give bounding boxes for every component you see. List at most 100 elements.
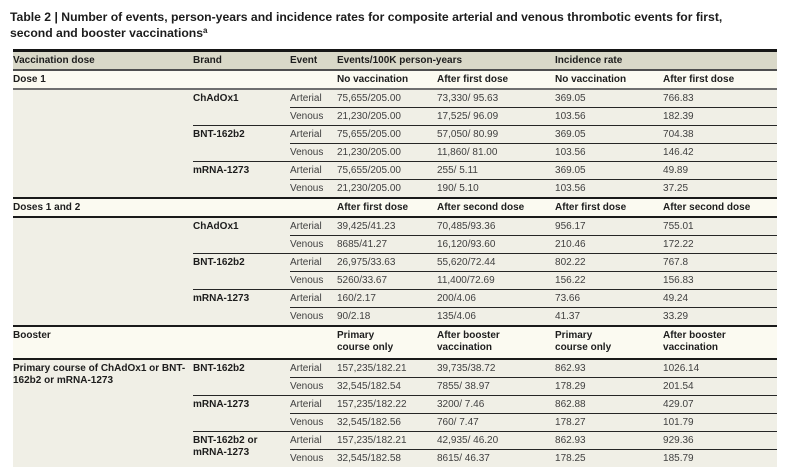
table-row: mRNA-1273 Arterial 157,235/182.22 3200/ … (13, 395, 778, 432)
value-cell: 146.42 (663, 143, 778, 162)
event-cell: Venous (290, 271, 337, 290)
table-row: Venous 32,545/182.58 8615/ 46.37 178.25 … (13, 449, 778, 467)
value-cell: 929.36 (663, 431, 778, 450)
value-cell: 157,235/182.21 (337, 431, 437, 450)
subcolumn-header: After second dose (663, 197, 778, 219)
value-cell: 157,235/182.21 (337, 359, 437, 378)
value-cell: 156.22 (555, 271, 664, 290)
value-cell: 75,655/205.00 (337, 125, 437, 144)
value-cell: 39,425/41.23 (337, 217, 437, 236)
event-cell: Venous (290, 377, 337, 396)
event-cell: Arterial (290, 161, 337, 180)
column-header-events-group: Events/100K person-years (337, 50, 556, 72)
value-cell: 70,485/93.36 (437, 217, 556, 236)
value-cell: 5260/33.67 (337, 271, 437, 290)
table-row: ChAdOx1 Arterial 75,655/205.00 73,330/ 9… (13, 89, 778, 199)
table-title: Table 2 | Number of events, person-years… (10, 9, 788, 41)
table-row: Venous 90/2.18 135/4.06 41.37 33.29 (13, 307, 778, 327)
brand-cell: BNT-162b2 or mRNA-1273 (193, 431, 290, 467)
section-spacer-cell (13, 89, 193, 199)
value-cell: 369.05 (555, 161, 664, 180)
column-header-incidence-group: Incidence rate (555, 50, 778, 72)
value-cell: 32,545/182.58 (337, 449, 437, 467)
value-cell: 704.38 (663, 125, 778, 144)
value-cell: 182.39 (663, 107, 778, 126)
brand-cell: BNT-162b2 (193, 253, 290, 290)
value-cell: 8685/41.27 (337, 235, 437, 254)
subcolumn-header: After second dose (437, 197, 556, 219)
table-row: Venous 21,230/205.00 17,525/ 96.09 103.5… (13, 107, 778, 126)
value-cell: 49.89 (663, 161, 778, 180)
event-cell: Arterial (290, 125, 337, 144)
brand-cell: mRNA-1273 (193, 161, 290, 199)
subcolumn-header: After booster vaccination (663, 325, 778, 361)
table-row: Venous 5260/33.67 11,400/72.69 156.22 15… (13, 271, 778, 290)
event-cell: Venous (290, 235, 337, 254)
value-cell: 178.25 (555, 449, 664, 467)
value-cell: 103.56 (555, 143, 664, 162)
event-cell: Venous (290, 143, 337, 162)
column-header-event: Event (290, 50, 337, 72)
row-group-label: Primary course of ChAdOx1 or BNT- 162b2 … (13, 359, 193, 467)
value-cell: 185.79 (663, 449, 778, 467)
event-cell: Arterial (290, 217, 337, 236)
value-cell: 160/2.17 (337, 289, 437, 308)
value-cell: 26,975/33.63 (337, 253, 437, 272)
brand-cell: mRNA-1273 (193, 395, 290, 432)
value-cell: 73,330/ 95.63 (437, 89, 556, 108)
value-cell: 157,235/182.22 (337, 395, 437, 414)
column-header-row: Vaccination dose Brand Event Events/100K… (13, 50, 778, 72)
value-cell: 172.22 (663, 235, 778, 254)
value-cell: 42,935/ 46.20 (437, 431, 556, 450)
table-row: BNT-162b2 or mRNA-1273 Arterial 157,235/… (13, 431, 778, 467)
value-cell: 49.24 (663, 289, 778, 308)
event-cell: Arterial (290, 89, 337, 108)
value-cell: 369.05 (555, 89, 664, 108)
section-label: Dose 1 (13, 70, 337, 91)
table-title-text: Table 2 | Number of events, person-years… (10, 10, 723, 41)
event-cell: Arterial (290, 395, 337, 414)
value-cell: 178.29 (555, 377, 664, 396)
value-cell: 32,545/182.54 (337, 377, 437, 396)
value-cell: 201.54 (663, 377, 778, 396)
brand-cell: mRNA-1273 (193, 289, 290, 327)
value-cell: 11,860/ 81.00 (437, 143, 556, 162)
value-cell: 190/ 5.10 (437, 179, 556, 199)
brand-cell: BNT-162b2 (193, 125, 290, 162)
value-cell: 200/4.06 (437, 289, 556, 308)
brand-cell: BNT-162b2 (193, 359, 290, 396)
table-row: ChAdOx1 Arterial 39,425/41.23 70,485/93.… (13, 217, 778, 327)
value-cell: 75,655/205.00 (337, 161, 437, 180)
value-cell: 21,230/205.00 (337, 143, 437, 162)
column-header-vaccination-dose: Vaccination dose (13, 50, 193, 72)
value-cell: 862.88 (555, 395, 664, 414)
event-cell: Arterial (290, 431, 337, 450)
event-cell: Venous (290, 449, 337, 467)
table-row: BNT-162b2 Arterial 26,975/33.63 55,620/7… (13, 253, 778, 290)
value-cell: 39,735/38.72 (437, 359, 556, 378)
table-row: mRNA-1273 Arterial 75,655/205.00 255/ 5.… (13, 161, 778, 199)
table-row: Venous 21,230/205.00 190/ 5.10 103.56 37… (13, 179, 778, 199)
event-cell: Venous (290, 413, 337, 432)
value-cell: 767.8 (663, 253, 778, 272)
table-footnote-marker: a (203, 26, 208, 36)
subcolumn-header: No vaccination (337, 70, 437, 91)
value-cell: 802.22 (555, 253, 664, 272)
value-cell: 862.93 (555, 431, 664, 450)
value-cell: 135/4.06 (437, 307, 556, 327)
value-cell: 429.07 (663, 395, 778, 414)
subcolumn-header: After first dose (555, 197, 664, 219)
value-cell: 862.93 (555, 359, 664, 378)
section-label: Doses 1 and 2 (13, 197, 337, 219)
value-cell: 21,230/205.00 (337, 179, 437, 199)
value-cell: 8615/ 46.37 (437, 449, 556, 467)
value-cell: 55,620/72.44 (437, 253, 556, 272)
subcolumn-header: Primary course only (337, 325, 437, 361)
value-cell: 156.83 (663, 271, 778, 290)
value-cell: 101.79 (663, 413, 778, 432)
subcolumn-header: After first dose (437, 70, 556, 91)
value-cell: 90/2.18 (337, 307, 437, 327)
table-row: Venous 21,230/205.00 11,860/ 81.00 103.5… (13, 143, 778, 162)
value-cell: 21,230/205.00 (337, 107, 437, 126)
